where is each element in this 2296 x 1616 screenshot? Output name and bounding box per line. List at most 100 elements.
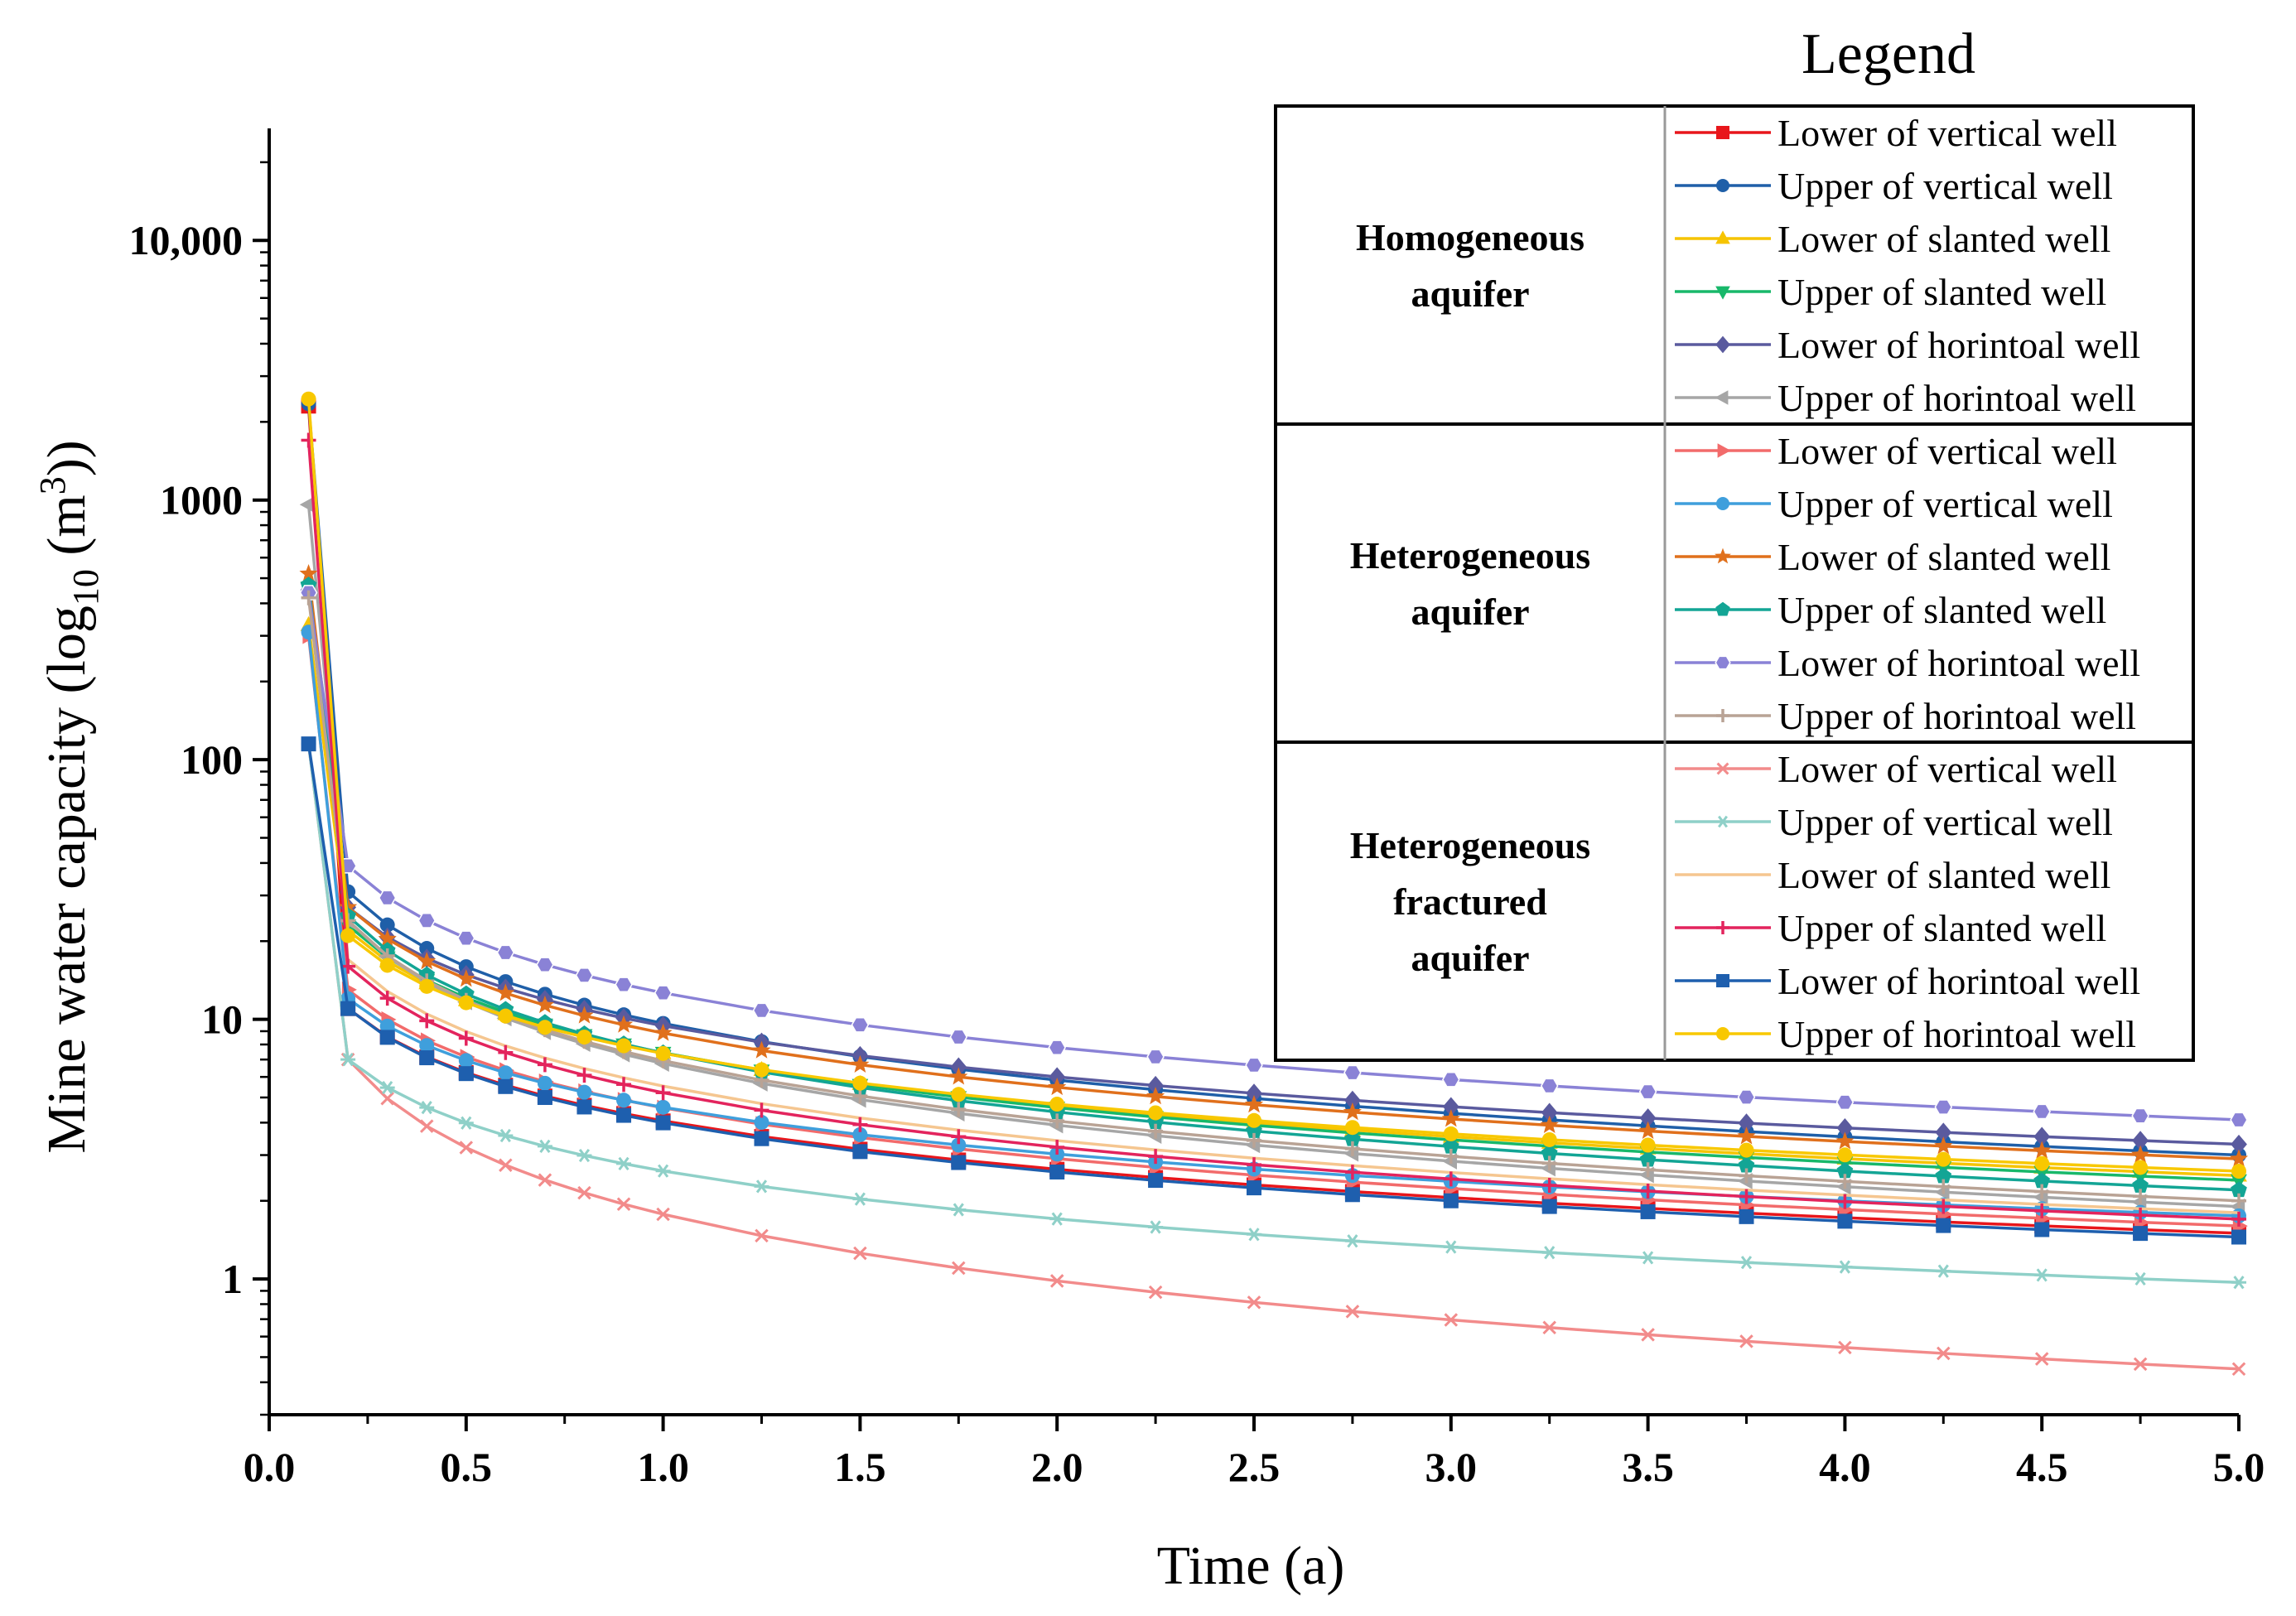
marker-plus bbox=[2231, 1193, 2246, 1208]
marker-asterisk bbox=[1049, 1212, 1065, 1226]
marker-circle bbox=[1716, 497, 1729, 510]
marker-square bbox=[1640, 1204, 1656, 1219]
series-3-1 bbox=[301, 736, 2246, 1377]
marker-star bbox=[614, 1015, 634, 1033]
marker-circle bbox=[1148, 1105, 1164, 1121]
marker-circle bbox=[2034, 1155, 2050, 1171]
marker-cross bbox=[1937, 1346, 1951, 1361]
marker-circle bbox=[537, 1075, 552, 1091]
marker-plus bbox=[1247, 1157, 1261, 1173]
marker-cross bbox=[1345, 1305, 1360, 1319]
marker-diamond bbox=[2132, 1131, 2149, 1150]
marker-circle bbox=[498, 1008, 514, 1024]
x-tick-label: 2.0 bbox=[1031, 1444, 1083, 1490]
marker-circle bbox=[1837, 1147, 1853, 1163]
legend-group-label: Heterogeneous bbox=[1350, 824, 1590, 866]
marker-square bbox=[1344, 1187, 1360, 1203]
legend-group-label: fractured bbox=[1393, 880, 1547, 923]
marker-square bbox=[2133, 1226, 2149, 1242]
marker-plus bbox=[2133, 1207, 2149, 1223]
marker-asterisk bbox=[1837, 1260, 1853, 1274]
marker-asterisk bbox=[1716, 815, 1729, 828]
marker-square bbox=[1049, 1164, 1065, 1179]
y-tick-label: 1000 bbox=[160, 477, 243, 523]
marker-square bbox=[655, 1115, 671, 1131]
legend-label: Upper of vertical well bbox=[1777, 801, 2113, 843]
marker-circle bbox=[1344, 1120, 1360, 1136]
y-tick-label: 10,000 bbox=[129, 217, 244, 263]
marker-square bbox=[379, 1030, 395, 1045]
marker-star bbox=[456, 969, 475, 987]
marker-hexagon bbox=[851, 1016, 870, 1033]
marker-cross bbox=[952, 1261, 966, 1276]
marker-asterisk bbox=[576, 1148, 592, 1163]
marker-hexagon bbox=[615, 977, 633, 992]
marker-pentagon bbox=[2033, 1172, 2051, 1189]
marker-circle bbox=[616, 1038, 632, 1054]
x-tick-label: 1.0 bbox=[637, 1444, 689, 1490]
y-axis-title: Mine water capacity (log10 (m3)) bbox=[32, 440, 106, 1153]
marker-circle bbox=[1049, 1097, 1065, 1112]
marker-diamond bbox=[1715, 335, 1730, 354]
legend-label: Upper of vertical well bbox=[1777, 165, 2113, 207]
marker-diamond bbox=[1246, 1083, 1262, 1103]
marker-asterisk bbox=[852, 1192, 868, 1206]
marker-circle bbox=[419, 1038, 435, 1054]
legend-item: Lower of slanted well bbox=[1675, 536, 2110, 578]
marker-square bbox=[1541, 1199, 1557, 1214]
marker-star bbox=[654, 1023, 673, 1041]
marker-circle bbox=[576, 1030, 592, 1045]
series-line bbox=[306, 433, 2240, 1214]
marker-plus bbox=[2133, 1189, 2149, 1204]
marker-circle bbox=[1443, 1126, 1459, 1141]
legend-label: Upper of slanted well bbox=[1777, 589, 2106, 631]
marker-plus bbox=[2034, 1203, 2050, 1218]
marker-circle bbox=[379, 1018, 395, 1034]
marker-hexagon bbox=[1343, 1064, 1362, 1081]
x-tick-label: 1.5 bbox=[834, 1444, 886, 1490]
legend-item: Lower of horintoal well bbox=[1675, 960, 2140, 1002]
marker-square bbox=[1739, 1208, 1754, 1224]
marker-star bbox=[1540, 1115, 1559, 1133]
legend-item: Lower of vertical well bbox=[1675, 430, 2117, 472]
marker-pentagon bbox=[2231, 1181, 2247, 1198]
marker-cross bbox=[1716, 762, 1729, 775]
marker-diamond bbox=[1147, 1075, 1164, 1096]
y-axis-title-main: Mine water capacity (log bbox=[36, 605, 97, 1154]
legend-label: Lower of vertical well bbox=[1777, 748, 2117, 790]
marker-square bbox=[1837, 1213, 1853, 1229]
marker-asterisk bbox=[537, 1139, 552, 1153]
marker-triangle-down bbox=[1715, 286, 1730, 300]
y-tick-label: 10 bbox=[201, 996, 243, 1043]
series-3-5 bbox=[301, 736, 2246, 1245]
marker-diamond bbox=[1049, 1067, 1066, 1087]
marker-cross bbox=[2231, 1362, 2246, 1377]
legend-item: Upper of vertical well bbox=[1675, 483, 2113, 525]
marker-pentagon bbox=[1715, 601, 1730, 616]
series-2-5 bbox=[299, 585, 2248, 1128]
marker-diamond bbox=[2033, 1126, 2051, 1146]
marker-asterisk bbox=[2034, 1268, 2050, 1282]
marker-plus bbox=[1344, 1165, 1360, 1180]
marker-star bbox=[1343, 1102, 1363, 1121]
y-axis-title-end: )) bbox=[36, 440, 97, 476]
marker-hexagon bbox=[1737, 1089, 1756, 1105]
series-line bbox=[306, 585, 2240, 1192]
marker-hexagon bbox=[2230, 1112, 2248, 1128]
marker-asterisk bbox=[379, 1080, 395, 1095]
marker-square bbox=[340, 1001, 356, 1016]
marker-plus bbox=[1837, 1194, 1853, 1209]
marker-circle bbox=[419, 978, 435, 994]
marker-hexagon bbox=[752, 1002, 771, 1019]
marker-cross bbox=[1542, 1320, 1556, 1335]
marker-pentagon bbox=[1738, 1156, 1755, 1173]
marker-circle bbox=[379, 917, 395, 933]
marker-circle bbox=[951, 1087, 967, 1102]
x-tick-label: 5.0 bbox=[2213, 1444, 2265, 1490]
marker-circle bbox=[1739, 1142, 1754, 1158]
marker-asterisk bbox=[1640, 1251, 1656, 1265]
marker-circle bbox=[951, 1137, 967, 1153]
marker-circle bbox=[655, 1099, 671, 1115]
marker-circle bbox=[655, 1045, 671, 1061]
